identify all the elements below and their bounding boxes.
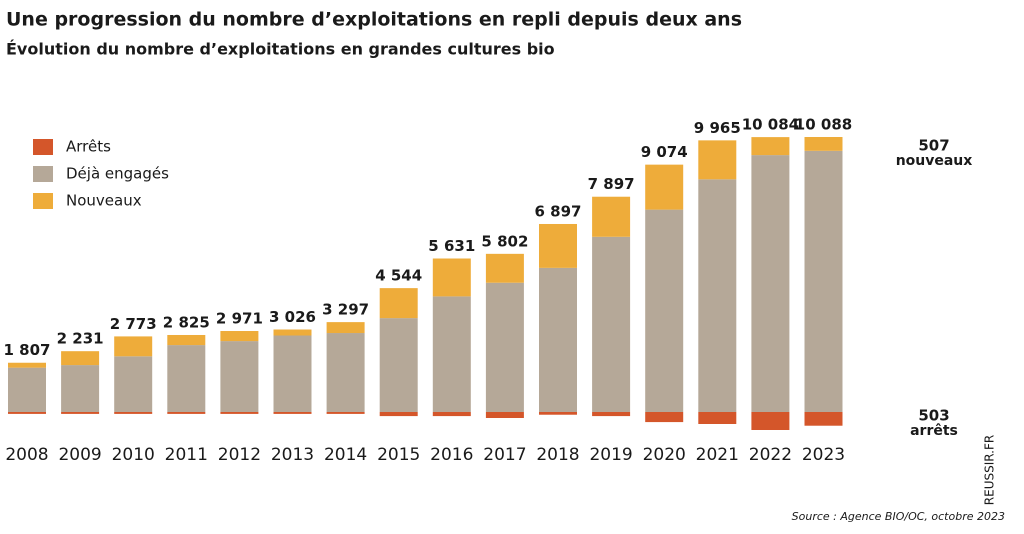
total-label: 2 231 xyxy=(57,330,104,348)
bar-segment xyxy=(432,412,471,417)
bar-segment xyxy=(326,412,365,414)
x-tick-label: 2019 xyxy=(589,445,632,465)
x-tick-label: 2018 xyxy=(536,445,579,465)
x-tick-label: 2008 xyxy=(5,445,48,465)
total-label: 10 088 xyxy=(795,116,852,134)
x-tick-label: 2010 xyxy=(112,445,155,465)
bar-segment xyxy=(804,412,843,426)
bar-segment xyxy=(539,267,577,412)
legend-swatch xyxy=(33,166,53,182)
bar-segment xyxy=(61,365,100,412)
annotation-value: 503 xyxy=(918,407,949,425)
total-label: 2 971 xyxy=(216,310,263,328)
source: Source : Agence BIO/OC, octobre 2023 xyxy=(792,510,1005,523)
bar-segment xyxy=(61,351,100,366)
x-tick-label: 2014 xyxy=(324,445,367,465)
total-label: 7 897 xyxy=(588,175,635,193)
bar-segment xyxy=(751,412,790,430)
chart-title: Une progression du nombre d’exploitation… xyxy=(6,9,742,31)
bar-segment xyxy=(8,412,46,414)
x-tick-label: 2023 xyxy=(802,445,845,465)
bar-segment xyxy=(485,282,524,412)
bar-segment xyxy=(167,334,206,346)
bar-segment xyxy=(485,253,524,283)
bar-segment xyxy=(645,164,684,210)
annotation-text: arrêts xyxy=(910,423,958,439)
total-label: 6 897 xyxy=(535,202,582,220)
bar-segment xyxy=(326,322,365,334)
bar-segment xyxy=(220,341,259,412)
legend-label: Nouveaux xyxy=(66,192,142,210)
bar-segment xyxy=(379,318,418,412)
x-tick-label: 2009 xyxy=(58,445,101,465)
x-tick-label: 2021 xyxy=(696,445,739,465)
bar-segment xyxy=(645,412,684,423)
legend-swatch xyxy=(33,193,53,209)
bar-segment xyxy=(751,155,790,412)
total-label: 9 965 xyxy=(694,119,741,137)
total-label: 5 802 xyxy=(481,232,528,250)
bar-segment xyxy=(485,412,524,418)
x-tick-label: 2017 xyxy=(483,445,526,465)
bar-segment xyxy=(698,412,737,424)
x-tick-label: 2012 xyxy=(218,445,261,465)
legend-label: Déjà engagés xyxy=(66,165,169,183)
legend-swatch xyxy=(33,139,53,155)
total-label: 2 773 xyxy=(110,315,157,333)
total-label: 10 084 xyxy=(742,116,799,134)
bar-segment xyxy=(698,140,737,180)
total-label: 1 807 xyxy=(4,341,51,359)
bar-segment xyxy=(804,150,843,413)
bar-segment xyxy=(804,137,843,151)
x-tick-label: 2011 xyxy=(165,445,208,465)
x-tick-label: 2013 xyxy=(271,445,314,465)
bar-segment xyxy=(114,336,153,357)
bar-segment xyxy=(379,412,418,417)
total-label: 2 825 xyxy=(163,313,210,331)
bar-segment xyxy=(379,288,418,319)
total-label: 9 074 xyxy=(641,143,688,161)
bar-segment xyxy=(539,412,577,415)
annotation-value: 507 xyxy=(918,137,949,155)
bar-segment xyxy=(592,236,631,412)
x-tick-label: 2022 xyxy=(749,445,792,465)
credit: REUSSIR.FR xyxy=(983,435,997,505)
annotation-text: nouveaux xyxy=(896,153,973,169)
bar-segment xyxy=(273,412,312,414)
bar-segment xyxy=(8,362,46,368)
bar-segment xyxy=(432,296,471,412)
bar-segment xyxy=(61,412,100,414)
bar-segment xyxy=(645,209,684,412)
total-label: 5 631 xyxy=(428,237,475,255)
bar-segment xyxy=(220,331,259,342)
bar-segment xyxy=(592,412,631,417)
legend-label: Arrêts xyxy=(66,138,111,156)
bar-segment xyxy=(273,335,312,412)
bar-segment xyxy=(592,196,631,237)
chart-subtitle: Évolution du nombre d’exploitations en g… xyxy=(6,40,555,59)
bar-segment xyxy=(273,329,312,336)
bar-segment xyxy=(539,223,577,268)
bar-segment xyxy=(326,333,365,412)
x-tick-label: 2015 xyxy=(377,445,420,465)
x-tick-label: 2016 xyxy=(430,445,473,465)
bar-segment xyxy=(698,179,737,412)
bar-segment xyxy=(167,345,206,412)
x-tick-label: 2020 xyxy=(643,445,686,465)
bar-segment xyxy=(114,412,153,414)
total-label: 4 544 xyxy=(375,267,422,285)
bar-segment xyxy=(8,367,46,412)
bar-segment xyxy=(114,356,153,412)
total-label: 3 026 xyxy=(269,308,316,326)
bar-segment xyxy=(751,137,790,156)
bar-segment xyxy=(167,412,206,414)
total-label: 3 297 xyxy=(322,301,369,319)
bar-segment xyxy=(220,412,259,414)
bar-segment xyxy=(432,258,471,297)
